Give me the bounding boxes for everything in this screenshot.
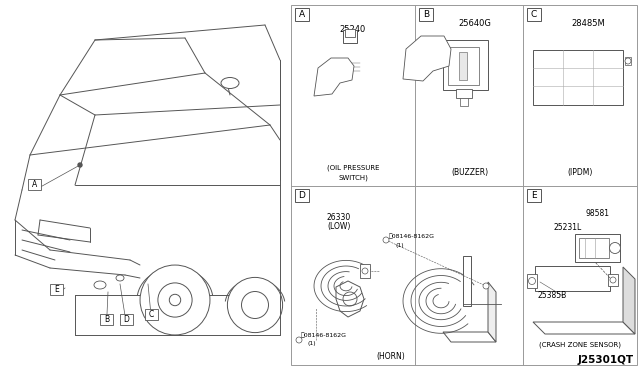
Circle shape [241, 292, 269, 318]
Text: Ⓑ08146-8162G: Ⓑ08146-8162G [301, 332, 347, 338]
Text: A: A [299, 10, 305, 19]
Bar [50, 284, 63, 295]
Circle shape [483, 283, 489, 289]
Bar [527, 274, 537, 288]
Circle shape [170, 294, 180, 306]
Bar [527, 8, 541, 21]
Polygon shape [403, 36, 451, 81]
Bar [345, 29, 355, 37]
Bar [608, 274, 618, 286]
Polygon shape [443, 332, 496, 342]
Ellipse shape [116, 275, 124, 281]
Bar [295, 189, 309, 202]
Text: (1): (1) [396, 243, 404, 247]
Circle shape [610, 277, 616, 283]
Polygon shape [314, 58, 354, 96]
Circle shape [296, 337, 302, 343]
Circle shape [227, 278, 283, 333]
Text: 25240: 25240 [340, 25, 366, 33]
Circle shape [609, 243, 621, 253]
Bar [145, 309, 158, 320]
Polygon shape [623, 267, 635, 334]
Bar [527, 189, 541, 202]
Text: (IPDM): (IPDM) [567, 169, 593, 177]
Text: Ⓑ08146-8162G: Ⓑ08146-8162G [389, 233, 435, 239]
Text: 25385B: 25385B [538, 292, 567, 301]
Bar [28, 179, 41, 190]
Bar [343, 30, 357, 43]
Text: 25640G: 25640G [459, 19, 492, 28]
Bar [463, 256, 471, 306]
Bar [579, 238, 609, 258]
Text: D: D [299, 191, 305, 200]
Circle shape [78, 163, 82, 167]
Text: 98581: 98581 [586, 209, 610, 218]
Bar [456, 89, 472, 98]
Text: (HORN): (HORN) [376, 353, 405, 362]
Circle shape [383, 237, 389, 243]
Bar [460, 98, 468, 106]
Bar [575, 234, 620, 262]
Bar [533, 50, 623, 105]
Bar [295, 8, 309, 21]
Polygon shape [336, 281, 364, 317]
Ellipse shape [221, 77, 239, 89]
Bar [459, 52, 467, 80]
Text: D: D [124, 315, 129, 324]
Circle shape [362, 268, 368, 274]
Bar [625, 57, 631, 65]
Bar [419, 8, 433, 21]
Polygon shape [533, 322, 635, 334]
Text: (OIL PRESSURE: (OIL PRESSURE [327, 165, 380, 171]
Bar [443, 40, 488, 90]
Bar [120, 314, 133, 325]
Bar [448, 47, 479, 85]
Circle shape [140, 265, 210, 335]
Text: 25231L: 25231L [553, 224, 581, 232]
Text: (1): (1) [308, 341, 317, 346]
Ellipse shape [94, 281, 106, 289]
Text: J25301QT: J25301QT [578, 355, 634, 365]
Text: B: B [104, 315, 109, 324]
Text: E: E [531, 191, 537, 200]
Text: C: C [531, 10, 537, 19]
Bar [100, 314, 113, 325]
Text: E: E [54, 285, 59, 294]
Circle shape [529, 278, 536, 285]
Circle shape [343, 292, 357, 306]
Text: 28485M: 28485M [571, 19, 605, 28]
Text: B: B [423, 10, 429, 19]
Text: (LOW): (LOW) [327, 222, 351, 231]
Text: A: A [32, 180, 37, 189]
Bar [360, 264, 370, 278]
Circle shape [158, 283, 192, 317]
Bar [291, 5, 637, 365]
Text: 26330: 26330 [327, 214, 351, 222]
Bar [535, 266, 610, 291]
Circle shape [625, 58, 631, 64]
Text: SWITCH): SWITCH) [338, 175, 368, 181]
Polygon shape [488, 282, 496, 342]
Text: (BUZZER): (BUZZER) [451, 169, 488, 177]
Text: C: C [149, 310, 154, 319]
Text: (CRASH ZONE SENSOR): (CRASH ZONE SENSOR) [539, 342, 621, 348]
